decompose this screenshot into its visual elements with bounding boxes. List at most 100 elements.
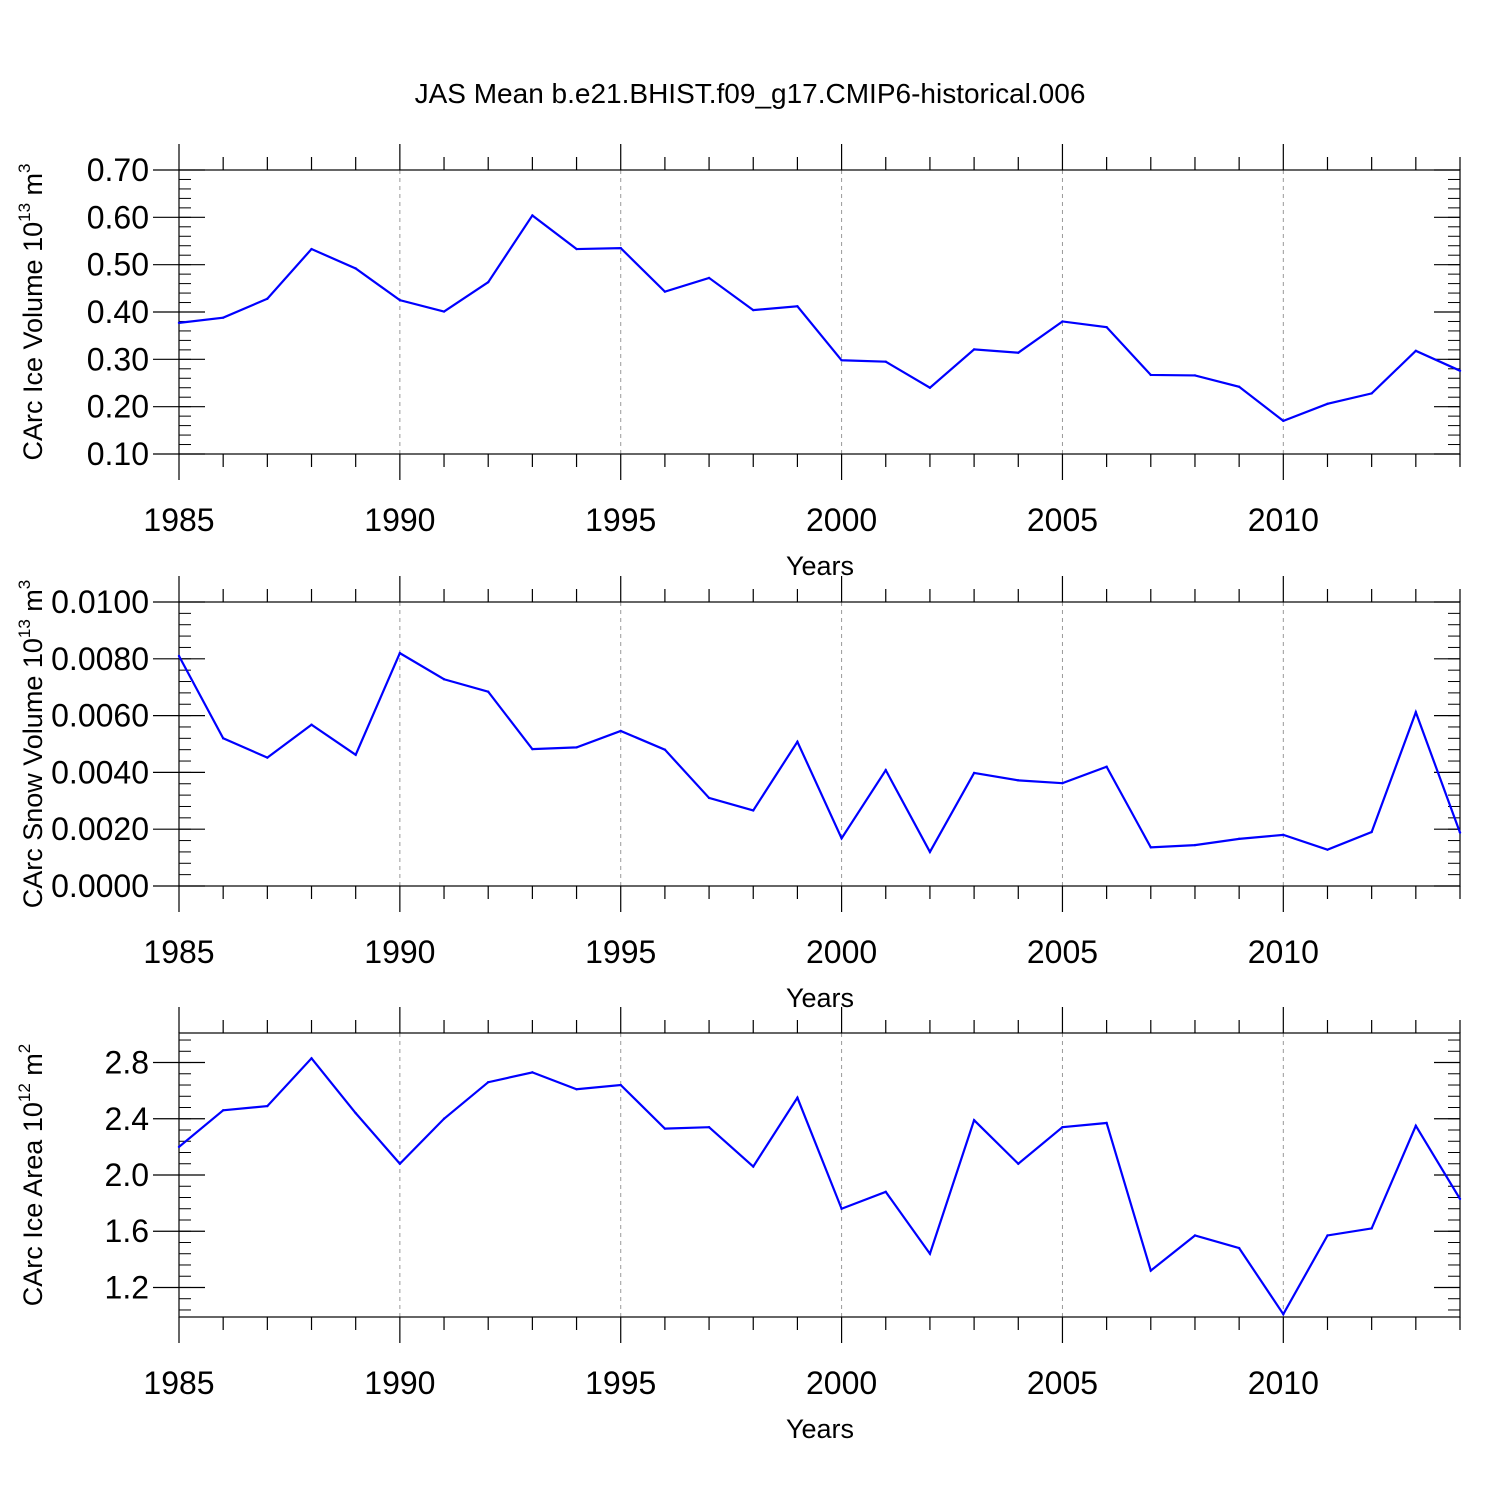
y-tick-label: 0.10 [87,436,149,472]
data-point [442,310,446,313]
y-tick-label: 2.0 [105,1157,149,1193]
data-point [1458,831,1462,834]
y-axis-title: CArc Ice Volume 1013 m3 [15,163,48,460]
data-point [663,1127,667,1130]
x-tick-label: 1985 [143,934,214,970]
x-axis-title: Years [786,1414,854,1444]
data-point [619,246,622,250]
data-point [1193,1234,1197,1237]
y-tick-label: 0.0080 [51,641,149,677]
data-point [840,1207,843,1210]
data-point [177,1145,181,1149]
data-point [1282,419,1285,423]
y-tick-label: 0.30 [87,341,149,377]
plot-frame [178,1032,1461,1318]
data-point [619,729,622,733]
data-point [1458,1197,1462,1201]
y-tick-label: 1.6 [105,1213,149,1249]
data-point [354,267,357,270]
data-point [266,1104,269,1108]
data-point [752,308,755,312]
data-point [1237,1246,1241,1250]
data-point [354,1111,357,1115]
y-axis-title-unit: m [18,173,48,203]
y-axis-title-unit-exponent: 2 [15,1044,34,1053]
x-axis-title: Years [786,551,854,581]
series-line [178,651,1462,855]
x-tick-label: 1985 [143,502,214,538]
data-point [1061,781,1064,785]
data-point [752,809,755,812]
series-line [178,213,1461,423]
data-point [1237,837,1241,841]
data-point [1414,1124,1418,1127]
y-axis-title-text: CArc Ice Volume 10 [18,222,48,461]
data-point [1017,1162,1020,1165]
y-tick-label: 0.40 [87,294,149,330]
y-tick-label: 2.4 [105,1101,149,1137]
data-point [442,678,446,681]
data-point [266,756,269,759]
data-point [1149,1269,1152,1272]
y-axis-title: CArc Snow Volume 1013 m3 [15,580,48,909]
data-point [1105,765,1108,768]
y-tick-label: 0.0040 [51,754,149,790]
y-tick-label: 0.50 [87,247,149,283]
data-point [1017,351,1020,354]
data-point [707,796,711,800]
data-point [707,1125,711,1129]
y-tick-label: 0.0000 [51,868,149,904]
y-axis-title-text: CArc Ice Area 10 [18,1102,48,1306]
data-point [531,747,534,751]
y-axis-title-unit-exponent: 3 [15,580,34,589]
data-point [884,360,887,363]
y-tick-label: 0.60 [87,199,149,235]
x-tick-label: 2000 [806,934,877,970]
y-axis-title-unit-exponent: 3 [15,163,34,172]
x-tick-label: 1995 [585,934,656,970]
data-point [663,290,667,293]
chart-ice-area: 1.2 1.6 2.0 2.4 2.8 1985 1990 1995 2000 2005 2010 Y… [15,1007,1462,1444]
data-point [1149,373,1152,377]
y-tick-label: 0.20 [87,389,149,425]
series-line [178,1056,1461,1317]
y-tick-label: 0.0100 [51,584,149,620]
x-tick-label: 2010 [1248,502,1319,538]
data-point [884,768,887,772]
x-tick-label: 2005 [1027,1365,1098,1401]
x-tick-label: 2000 [806,1365,877,1401]
data-point [575,247,578,251]
data-point [398,651,402,655]
data-point [1193,374,1197,377]
data-point [1237,385,1241,388]
data-point [177,321,181,325]
x-tick-label: 2005 [1027,502,1098,538]
x-tick-label: 2000 [806,502,877,538]
data-point [221,737,225,740]
data-point [1458,369,1462,372]
data-point [1017,779,1020,782]
data-point [1105,325,1108,329]
y-axis-title-unit: m [18,589,48,619]
chart-snow-volume: 0.0000 0.0020 0.0040 0.0060 0.0080 0.0100 1985… [15,576,1462,1013]
plot-frame [178,601,1461,887]
data-point [310,723,313,726]
y-axis-title-exponent: 12 [15,1083,34,1102]
data-point [840,837,843,840]
data-point [1370,830,1373,834]
x-tick-label: 1995 [585,1365,656,1401]
data-point [575,746,578,749]
data-point [221,316,225,319]
data-point [487,690,490,693]
y-tick-label: 0.70 [87,152,149,188]
data-point [575,1088,578,1091]
data-point [663,748,667,751]
y-axis-title: CArc Ice Area 1012 m2 [15,1044,48,1307]
data-point [398,298,402,302]
data-point [1193,843,1197,847]
data-point [884,1190,887,1194]
data-point [1282,833,1285,837]
y-axis-title-unit: m [18,1053,48,1083]
data-point [1414,710,1418,714]
